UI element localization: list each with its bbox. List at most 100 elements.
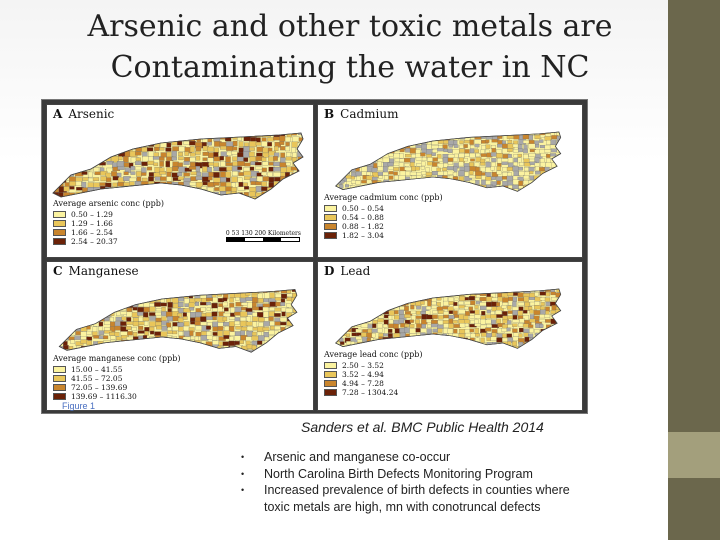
county-cell <box>149 316 157 321</box>
county-cell <box>144 331 149 336</box>
county-cell <box>486 337 492 341</box>
county-cell <box>225 156 231 163</box>
county-cell <box>431 337 438 343</box>
county-cell <box>286 201 294 203</box>
county-cell <box>415 315 422 319</box>
county-cell <box>345 305 352 311</box>
county-cell <box>485 144 491 149</box>
county-cell <box>507 157 514 163</box>
county-cell <box>126 307 133 312</box>
county-cell <box>80 317 85 321</box>
county-cell <box>177 141 183 146</box>
county-cell <box>512 301 517 307</box>
county-cell <box>383 333 389 337</box>
county-cell <box>305 157 309 162</box>
legend-lead: Average lead conc (ppb) 2.50 – 3.52 3.52… <box>324 350 423 397</box>
county-cell <box>344 143 352 150</box>
county-cell <box>344 158 350 164</box>
county-cell <box>94 146 103 152</box>
county-cell <box>138 325 144 330</box>
panel-lead: D Lead Average lead conc (ppb) 2.50 – 3.5… <box>317 261 583 411</box>
county-cell <box>557 351 563 352</box>
county-cell <box>129 177 137 182</box>
county-cell <box>366 306 374 311</box>
county-cell <box>361 171 367 176</box>
title-line-2: Contaminating the water in NC <box>110 50 590 85</box>
county-cell <box>470 184 476 189</box>
county-cell <box>228 326 235 332</box>
county-cell <box>225 162 234 166</box>
county-cell <box>116 141 123 146</box>
county-cell <box>93 133 99 136</box>
county-cell <box>378 185 386 191</box>
county-cell <box>267 196 275 199</box>
county-cell <box>166 187 174 192</box>
county-cell <box>75 289 83 292</box>
county-cell <box>550 318 557 324</box>
county-cell <box>195 325 203 331</box>
county-cell <box>425 341 430 346</box>
county-cell <box>480 166 486 172</box>
county-cell <box>383 297 390 302</box>
county-cell <box>335 332 340 336</box>
county-cell <box>344 296 351 301</box>
county-cell <box>469 341 475 347</box>
county-cell <box>382 135 389 139</box>
county-cell <box>144 327 150 332</box>
county-cell <box>540 346 546 349</box>
county-cell <box>372 132 380 137</box>
county-cell <box>167 330 173 334</box>
county-cell <box>183 289 191 292</box>
county-cell <box>249 141 257 147</box>
county-cell <box>350 148 358 153</box>
scale-bar: 0 53 130 200 Kilometers <box>225 230 301 242</box>
county-cell <box>127 345 135 350</box>
county-cell <box>410 296 418 300</box>
legend-cadmium: Average cadmium conc (ppb) 0.50 – 0.54 0… <box>324 193 443 240</box>
county-cell <box>106 151 111 157</box>
county-cell <box>207 202 213 203</box>
county-cell <box>63 133 71 136</box>
county-cell <box>497 132 503 134</box>
county-cell <box>69 326 75 332</box>
county-cell <box>142 187 151 194</box>
county-cell <box>81 181 87 189</box>
county-cell <box>555 333 561 338</box>
county-cell <box>335 153 340 160</box>
county-cell <box>208 176 213 181</box>
county-cell <box>345 175 352 179</box>
county-cell <box>556 324 561 329</box>
county-cell <box>70 142 77 147</box>
panel-cadmium: B Cadmium Average cadmium conc (ppb) 0.50… <box>317 104 583 258</box>
county-cell <box>519 162 524 166</box>
bullet-item: • Increased prevalence of birth defects i… <box>241 482 581 515</box>
county-cell <box>335 301 343 307</box>
county-cell <box>53 133 57 136</box>
county-cell <box>382 305 388 310</box>
county-cell <box>81 146 87 151</box>
figure-link[interactable]: Figure 1 <box>62 401 96 411</box>
county-cell <box>405 292 410 298</box>
county-cell <box>340 297 346 301</box>
nc-map-cadmium <box>335 131 562 195</box>
county-cell <box>292 350 297 353</box>
county-cell <box>393 315 400 320</box>
county-cell <box>410 180 417 185</box>
county-cell <box>465 311 470 316</box>
county-cell <box>149 306 156 312</box>
county-cell <box>214 196 220 199</box>
county-cell <box>437 337 445 342</box>
county-cell <box>539 291 547 296</box>
title-line-1: Arsenic and other toxic metals are <box>87 9 613 44</box>
county-cell <box>335 167 339 173</box>
panel-title: B Cadmium <box>324 107 399 121</box>
county-cell <box>497 194 501 195</box>
county-cell <box>469 132 478 137</box>
legend-item: 3.52 – 4.94 <box>324 370 423 379</box>
county-cell <box>393 167 399 172</box>
county-cell <box>98 303 104 309</box>
county-cell <box>550 153 557 157</box>
county-cell <box>427 300 432 307</box>
county-cell <box>226 197 231 199</box>
county-cell <box>378 289 383 291</box>
